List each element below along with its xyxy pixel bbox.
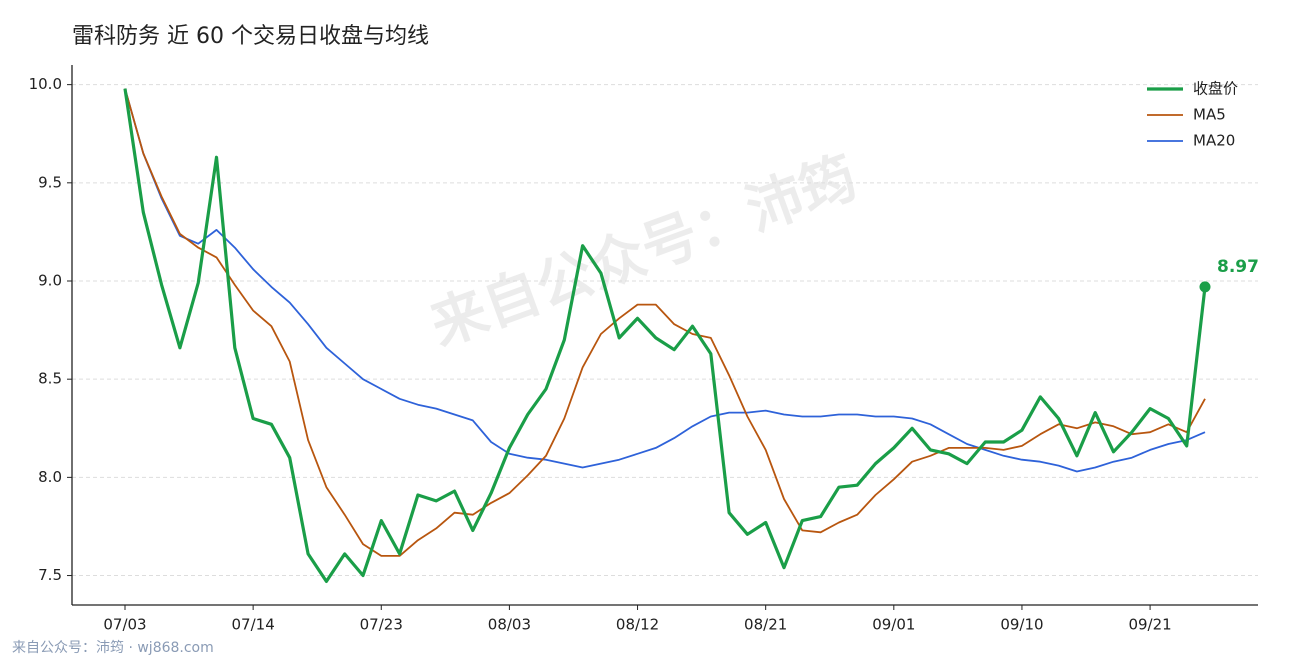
legend-label: MA20 xyxy=(1193,132,1235,150)
x-tick-label: 09/10 xyxy=(1000,616,1043,634)
x-tick-label: 07/14 xyxy=(232,616,275,634)
y-tick-label: 8.5 xyxy=(38,370,62,388)
x-tick-label: 09/01 xyxy=(872,616,915,634)
last-value-label: 8.97 xyxy=(1217,257,1259,277)
x-tick-label: 08/12 xyxy=(616,616,659,634)
x-tick-label: 07/23 xyxy=(360,616,403,634)
x-tick-label: 09/21 xyxy=(1128,616,1171,634)
legend-label: MA5 xyxy=(1193,106,1226,124)
y-tick-label: 9.0 xyxy=(38,272,62,290)
x-tick-label: 08/21 xyxy=(744,616,787,634)
last-point xyxy=(1199,281,1211,293)
y-tick-label: 8.0 xyxy=(38,468,62,486)
y-tick-label: 7.5 xyxy=(38,566,62,584)
y-tick-label: 9.5 xyxy=(38,173,62,191)
footer: 来自公众号：沛筠 · wj868.com xyxy=(12,639,214,656)
chart-title: 雷科防务 近 60 个交易日收盘与均线 xyxy=(72,24,429,49)
series-line xyxy=(124,88,1206,557)
series-line xyxy=(124,88,1206,473)
x-tick-label: 07/03 xyxy=(103,616,146,634)
x-tick-label: 08/03 xyxy=(488,616,531,634)
legend-label: 收盘价 xyxy=(1193,80,1238,98)
y-tick-label: 10.0 xyxy=(29,75,62,93)
series-line xyxy=(123,88,1207,583)
